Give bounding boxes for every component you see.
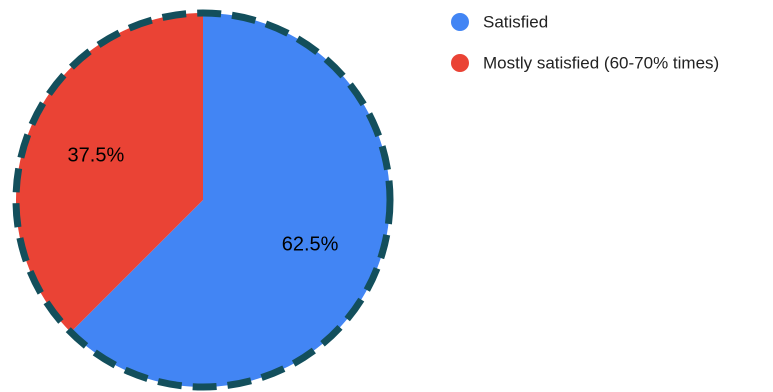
pie-outline [12, 9, 394, 391]
slice-label-2: 37.5% [68, 145, 125, 167]
pie-slices [15, 13, 390, 387]
pie-slice-2 [15, 13, 204, 333]
pie-slice-1 [70, 13, 390, 387]
legend: Satisfied Mostly satisfied (60-70% times) [451, 13, 719, 73]
slice-labels: 62.5% 37.5% [68, 145, 339, 256]
slice-label-1: 62.5% [282, 233, 339, 255]
legend-swatch-2 [451, 54, 469, 72]
legend-label-2: Mostly satisfied (60-70% times) [483, 54, 719, 73]
legend-label-1: Satisfied [483, 13, 548, 32]
legend-swatch-1 [451, 13, 469, 31]
